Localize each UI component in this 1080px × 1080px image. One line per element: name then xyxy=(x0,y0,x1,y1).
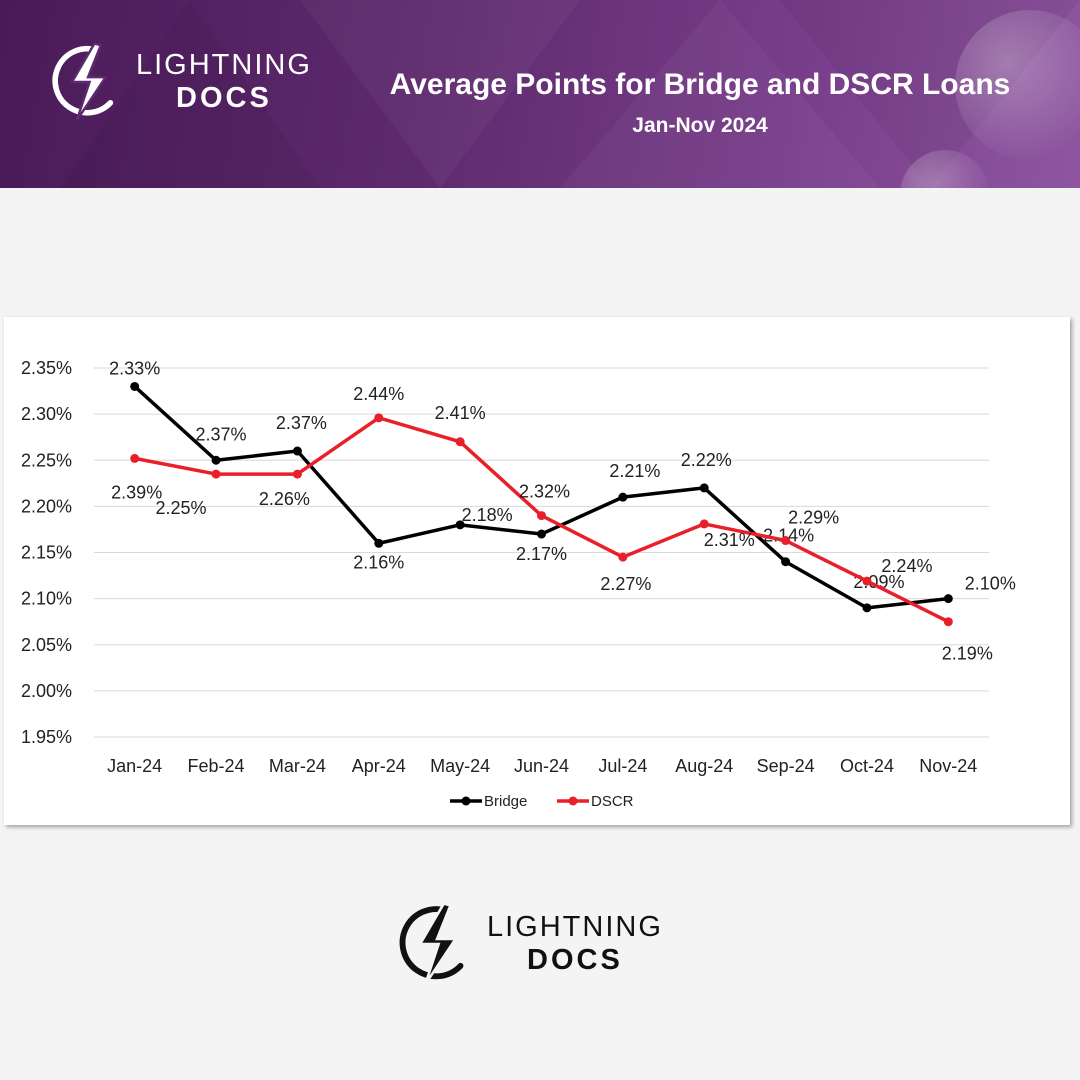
chart-subtitle: Jan-Nov 2024 xyxy=(632,114,768,137)
data-label-dscr: 2.19% xyxy=(942,644,993,664)
data-point-bridge xyxy=(292,446,302,456)
data-point-bridge xyxy=(537,529,546,539)
data-point-bridge xyxy=(374,538,384,548)
legend-label-bridge: Bridge xyxy=(484,793,527,810)
data-point-bridge xyxy=(699,483,709,493)
x-tick-label: Sep-24 xyxy=(757,756,815,776)
x-tick-label: Apr-24 xyxy=(352,756,406,776)
data-label-bridge: 2.37% xyxy=(276,413,327,433)
y-tick-label: 2.00% xyxy=(21,681,72,701)
data-point-dscr xyxy=(618,552,628,562)
data-label-dscr: 2.41% xyxy=(435,403,486,423)
data-point-bridge xyxy=(781,557,791,567)
y-tick-label: 2.10% xyxy=(21,589,72,609)
data-label-bridge: 2.21% xyxy=(609,461,660,481)
data-point-dscr xyxy=(537,511,546,521)
data-point-dscr xyxy=(943,617,953,627)
x-tick-label: Nov-24 xyxy=(919,756,977,776)
decorative-bubble xyxy=(955,10,1080,160)
x-tick-label: Jan-24 xyxy=(107,756,162,776)
data-label-dscr: 2.29% xyxy=(788,508,839,528)
data-label-dscr: 2.26% xyxy=(259,489,310,509)
data-label-dscr: 2.39% xyxy=(111,482,162,502)
x-tick-label: Mar-24 xyxy=(269,756,326,776)
x-tick-label: Feb-24 xyxy=(188,756,245,776)
data-point-dscr xyxy=(781,536,791,546)
data-label-bridge: 2.16% xyxy=(353,552,404,572)
data-point-dscr xyxy=(699,519,709,529)
brand-logo-header: LIGHTNING DOCS xyxy=(48,42,312,122)
line-chart: 1.95% 2.00% 2.05% 2.10% 2.15% 2.20% 2.25% 2.30%… xyxy=(21,358,1016,810)
brand-name-line2: DOCS xyxy=(527,944,623,976)
data-point-dscr xyxy=(292,469,302,479)
brand-logo-footer: LIGHTNING DOCS xyxy=(395,902,663,986)
brand-name-line1: LIGHTNING xyxy=(136,49,312,81)
y-tick-label: 2.05% xyxy=(21,635,72,655)
data-label-bridge: 2.22% xyxy=(681,450,732,470)
x-tick-label: Jul-24 xyxy=(598,756,647,776)
x-tick-label: May-24 xyxy=(430,756,490,776)
data-label-bridge: 2.18% xyxy=(462,505,513,525)
data-label-bridge: 2.17% xyxy=(516,544,567,564)
data-point-dscr xyxy=(455,437,465,447)
banner-pattern xyxy=(780,0,1080,188)
data-point-bridge xyxy=(211,455,221,465)
data-point-bridge xyxy=(618,492,628,502)
brand-name-line2: DOCS xyxy=(176,82,272,114)
data-point-dscr xyxy=(862,576,872,586)
x-tick-label: Aug-24 xyxy=(675,756,733,776)
data-point-bridge xyxy=(862,603,872,613)
data-label-dscr: 2.25% xyxy=(156,498,207,518)
lightning-bolt-icon xyxy=(52,42,114,122)
data-point-bridge xyxy=(455,520,465,530)
chart-card: 1.95% 2.00% 2.05% 2.10% 2.15% 2.20% 2.25% 2.30%… xyxy=(4,317,1070,825)
brand-name-line1: LIGHTNING xyxy=(487,911,663,943)
y-tick-label: 2.15% xyxy=(21,543,72,563)
data-label-bridge: 2.14% xyxy=(763,526,814,546)
header-banner: LIGHTNING DOCS Average Points for Bridge… xyxy=(0,0,1080,188)
data-label-bridge: 2.37% xyxy=(196,424,247,444)
x-tick-label: Jun-24 xyxy=(514,756,569,776)
banner-pattern xyxy=(60,0,320,188)
data-label-bridge: 2.33% xyxy=(109,358,160,378)
data-label-dscr: 2.24% xyxy=(881,556,932,576)
data-point-bridge xyxy=(943,594,953,604)
y-tick-label: 2.35% xyxy=(21,358,72,378)
data-label-dscr: 2.27% xyxy=(600,574,651,594)
y-tick-label: 2.20% xyxy=(21,496,72,516)
data-label-dscr: 2.44% xyxy=(353,384,404,404)
y-tick-label: 1.95% xyxy=(21,727,72,747)
data-label-bridge: 2.10% xyxy=(965,574,1016,594)
data-label-dscr: 2.32% xyxy=(519,482,570,502)
chart-title: Average Points for Bridge and DSCR Loans xyxy=(389,68,1011,101)
banner-pattern xyxy=(300,0,580,188)
y-tick-label: 2.25% xyxy=(21,450,72,470)
x-tick-label: Oct-24 xyxy=(840,756,894,776)
data-point-dscr xyxy=(211,469,221,479)
lightning-bolt-icon xyxy=(399,902,464,986)
data-point-dscr xyxy=(130,453,140,463)
data-point-bridge xyxy=(130,381,140,391)
data-label-dscr: 2.31% xyxy=(704,530,755,550)
legend-label-dscr: DSCR xyxy=(591,793,634,810)
data-point-dscr xyxy=(374,413,384,423)
legend-marker-bridge xyxy=(461,796,471,806)
y-tick-label: 2.30% xyxy=(21,404,72,424)
legend-marker-dscr xyxy=(568,796,578,806)
